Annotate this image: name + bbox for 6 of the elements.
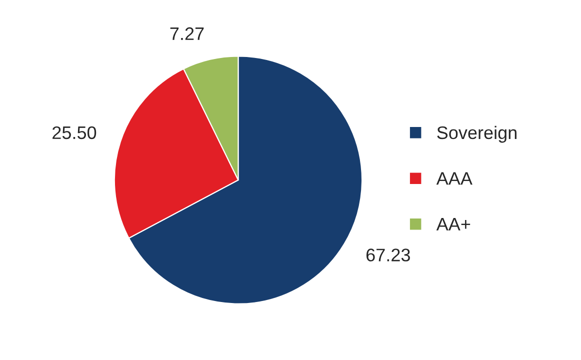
legend-label: AA+ (436, 218, 470, 230)
legend-label: Sovereign (437, 126, 516, 143)
data-label: 7.27 (170, 27, 204, 40)
data-label: 67.23 (366, 248, 410, 262)
data-label: 25.50 (52, 126, 96, 140)
legend-label: AAA (436, 172, 472, 185)
